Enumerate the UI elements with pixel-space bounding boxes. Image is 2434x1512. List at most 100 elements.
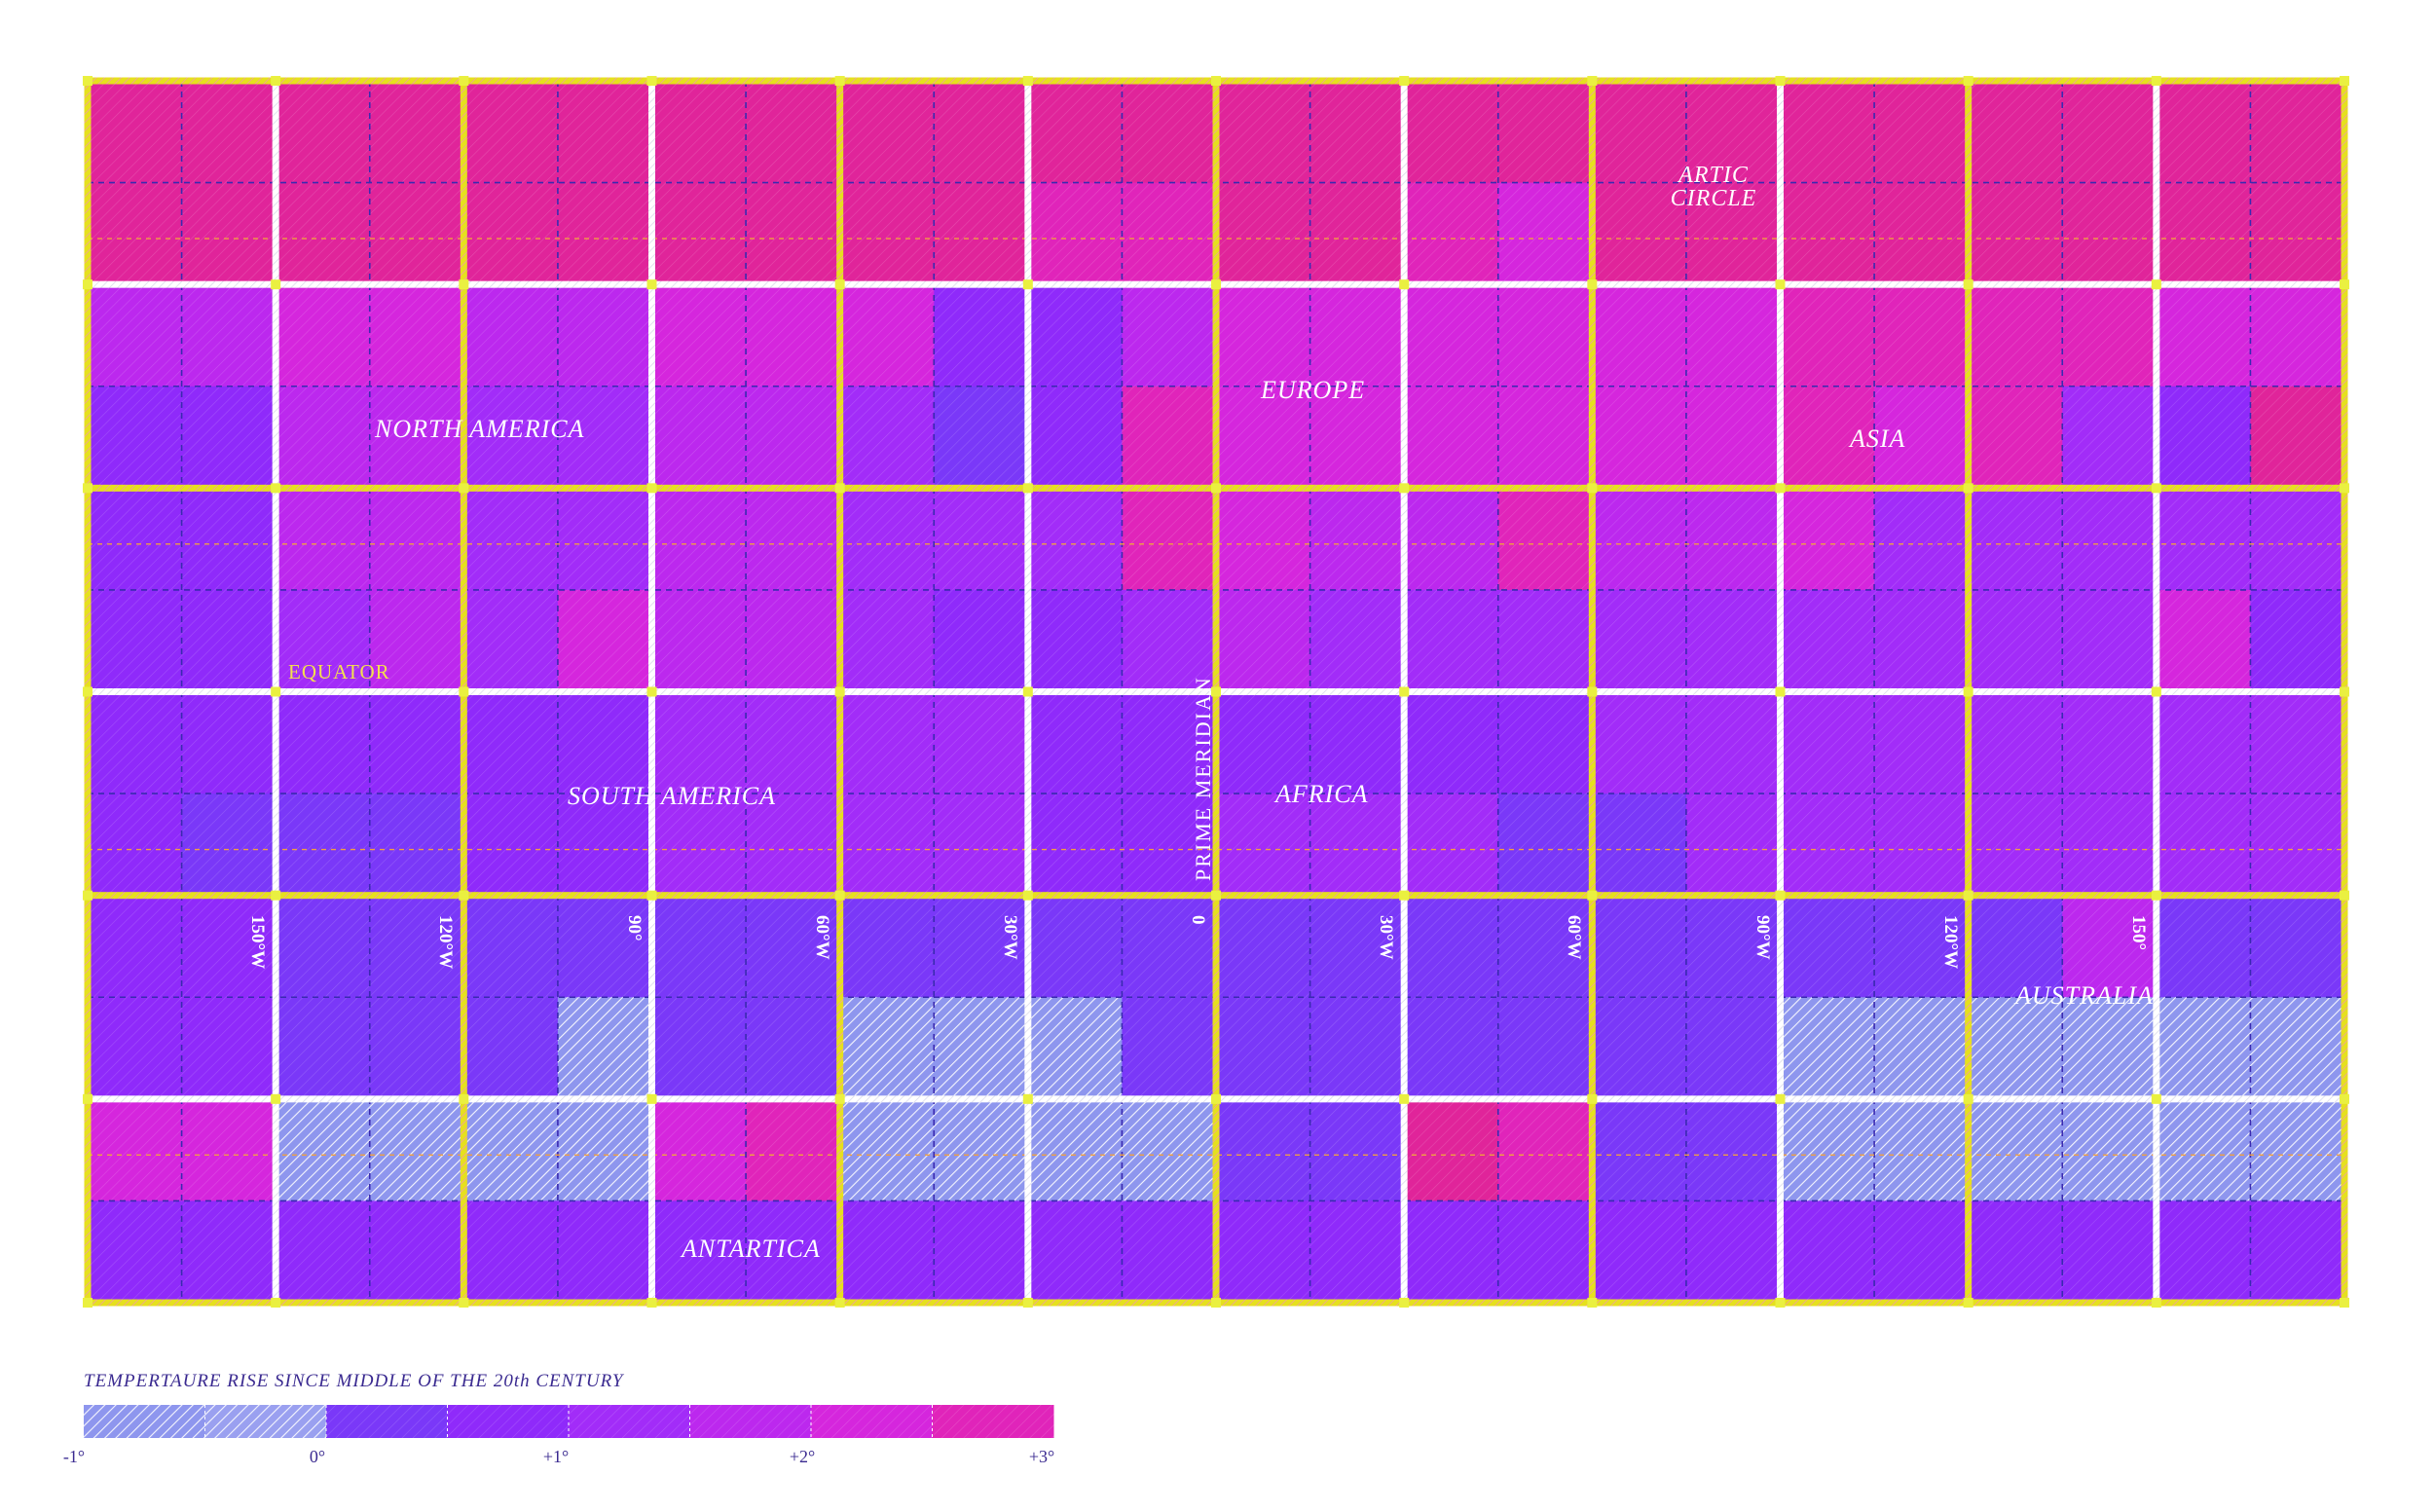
australia-label: AUSTRALIA [2015, 981, 2154, 1010]
map-cell-hatch [1780, 182, 1875, 285]
map-cell-hatch [1027, 81, 1123, 184]
map-cell-hatch [1780, 997, 1875, 1100]
map-cell-hatch [1780, 691, 1875, 794]
grid-intersection [1399, 76, 1410, 86]
grid-intersection [646, 890, 657, 901]
map-cell-hatch [1968, 589, 2063, 692]
map-cell-hatch [181, 1200, 277, 1304]
longitude-label: 120°W [1939, 915, 1961, 970]
equator-label: EQUATOR [288, 660, 390, 683]
map-cell-hatch [463, 895, 559, 998]
map-cell-hatch [1216, 488, 1311, 591]
map-cell-hatch [1968, 895, 2063, 998]
map-cell-hatch [369, 81, 464, 184]
legend-segment-hatch [447, 1405, 570, 1438]
map-cell-hatch [839, 691, 935, 794]
map-cell-hatch [463, 997, 559, 1100]
map-cell-hatch [839, 589, 935, 692]
map-cell-hatch [369, 182, 464, 285]
map-cell-hatch [88, 793, 183, 897]
grid-intersection [1399, 686, 1410, 697]
map-cell-hatch [2156, 1200, 2251, 1304]
grid-intersection [1022, 1093, 1033, 1104]
grid-intersection [1775, 483, 1786, 494]
map-cell-hatch [1497, 182, 1593, 285]
map-cell-hatch [1404, 81, 1499, 184]
map-cell-hatch [1216, 386, 1311, 489]
map-cell-hatch [1685, 81, 1781, 184]
map-cell-hatch [1027, 488, 1123, 591]
grid-intersection [1211, 890, 1221, 901]
map-cell-hatch [1216, 997, 1311, 1100]
map-cell-hatch [1780, 81, 1875, 184]
grid-intersection [2151, 890, 2161, 901]
map-cell-hatch [2062, 691, 2157, 794]
map-cell-hatch [276, 488, 371, 591]
map-cell-hatch [1968, 284, 2063, 387]
grid-intersection [83, 483, 92, 494]
grid-intersection [1022, 483, 1033, 494]
map-cell-hatch [2062, 793, 2157, 897]
longitude-label: 150° [2127, 915, 2149, 951]
map-cell-hatch [1780, 589, 1875, 692]
map-cell-hatch [181, 1098, 277, 1201]
map-cell-hatch [1309, 997, 1405, 1100]
map-cell-hatch [1592, 793, 1687, 897]
map-cell-hatch [369, 895, 464, 998]
map-cell-hatch [1404, 793, 1499, 897]
map-cell-hatch [463, 1200, 559, 1304]
grid-intersection [1587, 1298, 1598, 1308]
map-cell-hatch [1968, 997, 2063, 1100]
map-cell-hatch [557, 589, 652, 692]
map-cell-hatch [1874, 81, 1970, 184]
map-cell-hatch [2156, 488, 2251, 591]
grid-intersection [2151, 686, 2161, 697]
grid-intersection [2151, 1093, 2161, 1104]
map-cell-hatch [2250, 691, 2345, 794]
map-cell-hatch [1122, 895, 1217, 998]
grid-intersection [2340, 279, 2349, 290]
map-cell-hatch [557, 284, 652, 387]
map-cell-hatch [746, 1200, 841, 1304]
map-cell-hatch [1592, 895, 1687, 998]
grid-cells [88, 81, 2345, 1304]
grid-intersection [1211, 279, 1221, 290]
map-cell-hatch [1216, 691, 1311, 794]
map-cell-hatch [839, 182, 935, 285]
map-cell-hatch [746, 793, 841, 897]
grid-intersection [2340, 483, 2349, 494]
map-cell-hatch [1309, 793, 1405, 897]
legend-segment-hatch [569, 1405, 690, 1438]
map-cell-hatch [88, 997, 183, 1100]
grid-intersection [1775, 76, 1786, 86]
map-cell-hatch [2156, 589, 2251, 692]
map-cell-hatch [1122, 1098, 1217, 1201]
map-cell-hatch [463, 589, 559, 692]
map-cell-hatch [651, 895, 747, 998]
map-cell-hatch [934, 691, 1029, 794]
grid-intersection [459, 890, 469, 901]
map-cell-hatch [276, 691, 371, 794]
grid-intersection [646, 1093, 657, 1104]
map-cell-hatch [1216, 589, 1311, 692]
map-cell-hatch [1968, 488, 2063, 591]
map-cell-hatch [2062, 81, 2157, 184]
grid-intersection [2340, 1093, 2349, 1104]
lat-label-30n: 30°N [2382, 467, 2422, 488]
map-cell-hatch [181, 81, 277, 184]
map-cell-hatch [1874, 488, 1970, 591]
map-cell-hatch [557, 1200, 652, 1304]
map-cell-hatch [1497, 81, 1593, 184]
grid-lines [83, 76, 2349, 1308]
map-cell-hatch [276, 182, 371, 285]
map-cell-hatch [1968, 182, 2063, 285]
map-cell-hatch [839, 284, 935, 387]
map-cell-hatch [1592, 1098, 1687, 1201]
map-cell-hatch [746, 488, 841, 591]
grid-intersection [1963, 686, 1973, 697]
longitude-label: 120°W [435, 915, 457, 970]
map-cell-hatch [557, 895, 652, 998]
grid-intersection [1587, 76, 1598, 86]
map-cell-hatch [1592, 589, 1687, 692]
map-cell-hatch [2250, 1200, 2345, 1304]
